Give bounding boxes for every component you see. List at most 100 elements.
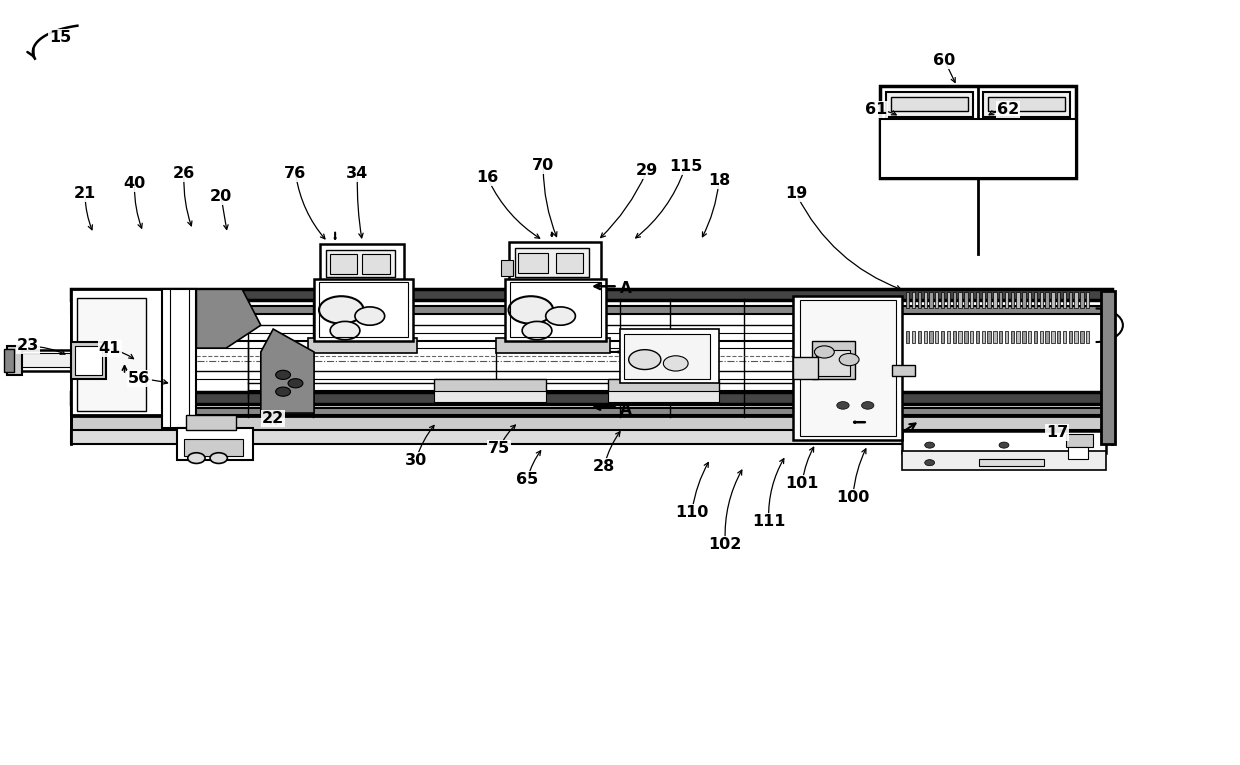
Bar <box>1101 291 1116 444</box>
Bar <box>987 330 991 343</box>
Circle shape <box>275 370 290 379</box>
Circle shape <box>839 353 859 366</box>
Bar <box>1069 447 1089 459</box>
Bar <box>924 330 926 343</box>
Text: 56: 56 <box>128 371 150 386</box>
Bar <box>903 451 1106 470</box>
Bar <box>1045 292 1049 308</box>
Bar <box>980 459 1044 467</box>
Bar <box>970 292 973 308</box>
Text: 61: 61 <box>866 102 888 116</box>
Polygon shape <box>196 289 260 348</box>
Bar <box>959 330 962 343</box>
Bar <box>941 330 945 343</box>
Bar <box>993 292 997 308</box>
Bar <box>982 330 985 343</box>
Text: 70: 70 <box>532 158 554 173</box>
Bar <box>71 306 1112 314</box>
Text: 62: 62 <box>997 102 1019 116</box>
Bar <box>794 357 818 379</box>
Bar <box>947 330 950 343</box>
Bar <box>903 431 1106 453</box>
Bar <box>983 92 1070 117</box>
Bar <box>71 416 1112 430</box>
Bar <box>71 392 1112 404</box>
Bar <box>929 330 932 343</box>
Circle shape <box>546 307 575 325</box>
Bar <box>1056 292 1060 308</box>
Text: 29: 29 <box>636 163 658 177</box>
Bar <box>5 349 15 372</box>
Bar <box>314 279 413 340</box>
Text: 100: 100 <box>836 490 869 505</box>
Bar <box>71 342 105 379</box>
Text: 75: 75 <box>487 441 510 457</box>
Bar <box>970 330 973 343</box>
Bar <box>911 292 915 308</box>
Circle shape <box>355 307 384 325</box>
Circle shape <box>862 402 874 409</box>
Bar <box>434 379 546 392</box>
Bar <box>434 391 546 402</box>
Bar <box>518 253 548 273</box>
Bar <box>918 330 921 343</box>
Bar <box>1022 292 1025 308</box>
Bar <box>941 292 945 308</box>
Bar <box>880 119 1076 177</box>
Circle shape <box>522 321 552 340</box>
Bar <box>1034 292 1037 308</box>
Bar <box>906 330 909 343</box>
Bar <box>1004 330 1008 343</box>
Bar <box>14 350 77 371</box>
Bar <box>7 346 22 375</box>
Bar <box>880 86 1076 177</box>
Bar <box>14 353 77 367</box>
Text: 15: 15 <box>50 30 71 45</box>
Text: A: A <box>620 281 631 296</box>
Bar <box>959 292 962 308</box>
Bar <box>1069 330 1073 343</box>
Circle shape <box>837 402 849 409</box>
Bar <box>1045 330 1049 343</box>
Circle shape <box>319 296 363 324</box>
Text: 102: 102 <box>708 537 742 552</box>
Bar <box>794 296 903 440</box>
Circle shape <box>925 460 935 466</box>
Bar <box>74 346 102 375</box>
Circle shape <box>508 296 553 324</box>
Text: 40: 40 <box>123 177 145 191</box>
Bar <box>987 292 991 308</box>
Text: 21: 21 <box>74 186 95 200</box>
Circle shape <box>288 379 303 388</box>
Bar <box>1022 330 1025 343</box>
Circle shape <box>330 321 360 340</box>
Bar <box>1039 292 1043 308</box>
Bar <box>319 282 408 337</box>
Bar <box>1086 292 1090 308</box>
Bar <box>320 243 404 282</box>
Bar <box>911 330 915 343</box>
Bar <box>947 292 950 308</box>
Bar <box>1017 292 1019 308</box>
Text: 76: 76 <box>284 166 306 181</box>
Text: A: A <box>620 402 631 417</box>
Bar <box>1063 330 1066 343</box>
Bar <box>71 430 1112 444</box>
Text: 30: 30 <box>404 453 427 468</box>
Bar <box>935 330 939 343</box>
Text: 28: 28 <box>593 459 615 474</box>
Bar <box>952 292 956 308</box>
Bar <box>308 338 417 353</box>
Bar <box>71 289 1112 300</box>
Bar <box>892 97 968 111</box>
Bar <box>1075 330 1078 343</box>
Bar <box>976 330 980 343</box>
Bar <box>1086 330 1090 343</box>
Bar <box>1004 292 1008 308</box>
Bar <box>510 282 601 337</box>
Bar <box>1069 292 1073 308</box>
Bar <box>1028 292 1032 308</box>
Bar <box>608 379 719 392</box>
Bar <box>1039 330 1043 343</box>
Bar <box>1034 330 1037 343</box>
